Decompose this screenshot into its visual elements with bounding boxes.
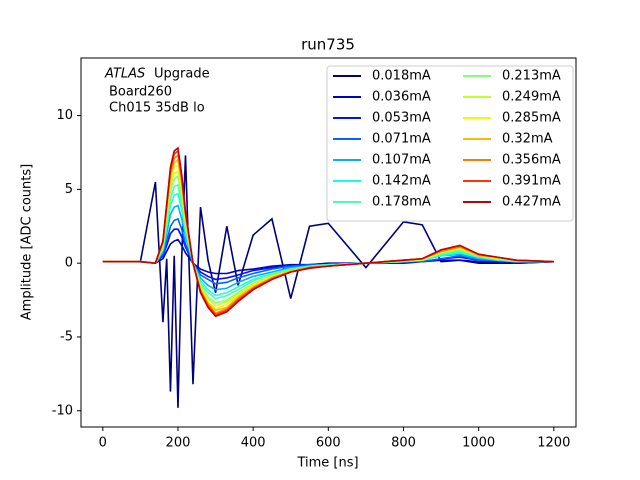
data-line [102, 146, 554, 318]
data-line [102, 238, 554, 275]
legend-label: 0.178mA [372, 195, 431, 210]
legend-label: 0.053mA [372, 111, 431, 126]
chart-title: run735 [301, 36, 355, 54]
legend-label: 0.036mA [372, 90, 431, 105]
y-tick-label: -10 [52, 403, 73, 418]
data-line [102, 217, 554, 285]
y-tick-label: -5 [60, 329, 73, 344]
x-tick-label: 1000 [462, 436, 495, 451]
x-tick-label: 200 [166, 436, 191, 451]
annotation: Upgrade [154, 67, 210, 82]
y-tick-label: 5 [65, 182, 73, 197]
legend-label: 0.32mA [502, 132, 553, 147]
y-tick-label: 10 [56, 108, 73, 123]
data-line [102, 192, 554, 297]
x-tick-label: 0 [99, 436, 107, 451]
legend-label: 0.285mA [502, 111, 561, 126]
annotation: Board260 [109, 85, 172, 100]
annotation: ATLAS [104, 67, 145, 82]
legend-label: 0.107mA [372, 153, 431, 168]
data-line [102, 183, 554, 300]
x-tick-label: 400 [241, 436, 266, 451]
legend-label: 0.071mA [372, 132, 431, 147]
legend-label: 0.427mA [502, 195, 561, 210]
legend-label: 0.391mA [502, 174, 561, 189]
legend-label: 0.356mA [502, 153, 561, 168]
data-line [102, 155, 554, 408]
x-tick-label: 600 [316, 436, 341, 451]
y-tick-label: 0 [65, 256, 73, 271]
x-tick-label: 1200 [537, 436, 570, 451]
x-axis-label: Time [ns] [296, 456, 358, 471]
legend-label: 0.018mA [372, 69, 431, 84]
legend-label: 0.142mA [372, 174, 431, 189]
legend-label: 0.213mA [502, 69, 561, 84]
y-axis-label: Amplitude [ADC counts] [20, 164, 35, 320]
x-tick-label: 800 [391, 436, 416, 451]
legend-box [326, 65, 574, 222]
annotation: Ch015 35dB lo [109, 101, 205, 116]
legend-label: 0.249mA [502, 90, 561, 105]
